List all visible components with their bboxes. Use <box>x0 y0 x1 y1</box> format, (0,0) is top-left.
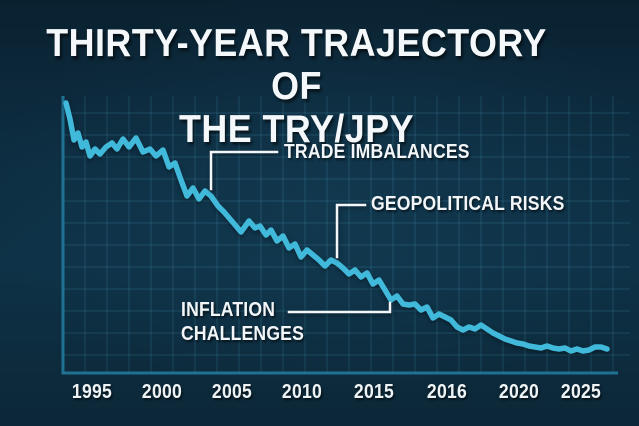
x-tick-label: 2015 <box>353 381 395 403</box>
x-tick-label: 2000 <box>141 381 183 403</box>
annotation-inflation-challenges: INFLATION CHALLENGES <box>181 299 305 345</box>
page-title-line1: THIRTY-YEAR TRAJECTORY OF <box>46 22 547 108</box>
x-tick-label: 2025 <box>560 381 602 403</box>
axes <box>61 96 618 375</box>
page-title: THIRTY-YEAR TRAJECTORY OF THE TRY/JPY <box>24 22 570 151</box>
annotation-geopolitical-risks: GEOPOLITICAL RISKS <box>371 193 565 215</box>
callout-lines <box>209 150 392 314</box>
x-tick-label: 2005 <box>211 381 253 403</box>
x-tick-label: 2010 <box>281 381 323 403</box>
x-tick-label: 2016 <box>426 381 468 403</box>
x-tick-label: 2020 <box>498 381 540 403</box>
annotation-trade-imbalances: TRADE IMBALANCES <box>284 141 470 163</box>
trend-line <box>63 100 610 354</box>
page-title-line2: THE TRY/JPY <box>178 108 415 151</box>
x-axis-tick-labels: 1995 2000 2005 2010 2015 2016 2020 2025 <box>0 381 639 407</box>
x-tick-label: 1995 <box>71 381 113 403</box>
